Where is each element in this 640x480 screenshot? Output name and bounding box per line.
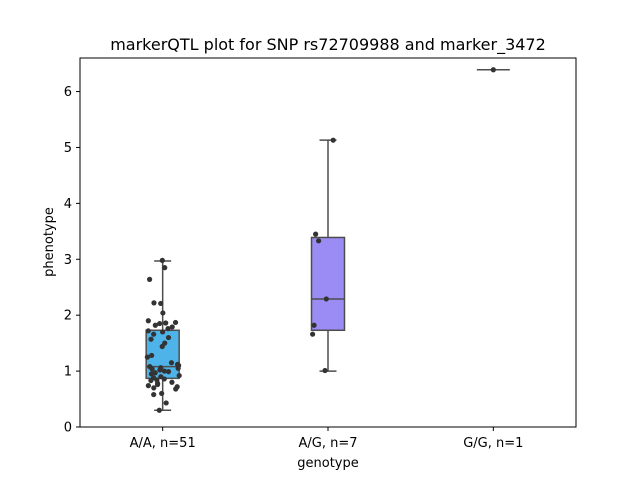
data-point xyxy=(163,400,169,406)
data-point xyxy=(163,320,169,326)
data-point xyxy=(322,367,328,374)
data-point xyxy=(158,300,164,307)
data-point xyxy=(316,238,322,244)
data-point xyxy=(323,296,329,302)
data-point xyxy=(161,368,167,374)
data-point xyxy=(176,372,182,379)
data-point xyxy=(156,407,162,413)
data-point xyxy=(159,257,165,263)
data-point xyxy=(148,377,154,384)
y-tick-label: 5 xyxy=(64,141,72,156)
data-point xyxy=(148,371,155,377)
data-point xyxy=(151,391,157,398)
data-point xyxy=(161,376,167,382)
data-point xyxy=(149,366,155,372)
data-point xyxy=(330,137,336,143)
data-point xyxy=(160,329,166,335)
data-point xyxy=(311,322,317,328)
data-point xyxy=(145,318,151,324)
data-point xyxy=(172,319,179,326)
data-point xyxy=(310,331,316,337)
x-tick-label: A/A, n=51 xyxy=(130,436,196,451)
data-point xyxy=(159,343,165,350)
data-point xyxy=(151,385,157,391)
data-point xyxy=(148,336,154,342)
data-point xyxy=(165,369,172,375)
y-axis-title: phenotype xyxy=(42,207,57,277)
boxes-layer xyxy=(145,68,510,411)
data-point xyxy=(144,354,150,360)
data-point xyxy=(157,367,163,373)
data-point xyxy=(313,231,319,237)
data-point xyxy=(151,331,157,337)
data-point xyxy=(154,381,161,388)
y-tick-label: 2 xyxy=(64,309,72,324)
box-iqr xyxy=(310,236,346,332)
data-point xyxy=(160,310,166,316)
data-point xyxy=(151,300,157,306)
data-point xyxy=(145,328,151,334)
y-axis: 0 1 2 3 4 5 6 xyxy=(64,85,80,436)
data-point xyxy=(162,265,168,271)
data-point xyxy=(169,324,175,330)
x-tick-label: A/G, n=7 xyxy=(298,436,357,451)
y-tick-label: 1 xyxy=(64,365,72,380)
y-tick-label: 3 xyxy=(64,253,72,268)
data-point xyxy=(169,379,175,385)
y-tick-label: 4 xyxy=(64,197,72,212)
y-tick-label: 6 xyxy=(64,85,72,100)
data-point xyxy=(490,67,496,73)
data-point xyxy=(165,334,172,341)
data-point xyxy=(159,390,165,397)
data-point xyxy=(175,365,181,371)
data-point xyxy=(173,386,179,392)
box-group xyxy=(310,139,346,372)
data-point xyxy=(157,320,163,327)
y-tick-label: 0 xyxy=(64,421,72,436)
x-tick-label: G/G, n=1 xyxy=(463,436,523,451)
data-point xyxy=(165,326,171,332)
chart-title: markerQTL plot for SNP rs72709988 and ma… xyxy=(110,35,546,55)
data-point xyxy=(145,383,151,389)
data-point xyxy=(168,360,175,366)
data-point xyxy=(149,352,155,359)
points-layer xyxy=(144,67,496,413)
x-axis: A/A, n=51 A/G, n=7 G/G, n=1 xyxy=(130,427,523,451)
data-point xyxy=(152,322,158,328)
data-point xyxy=(146,276,153,282)
x-axis-title: genotype xyxy=(297,456,358,471)
